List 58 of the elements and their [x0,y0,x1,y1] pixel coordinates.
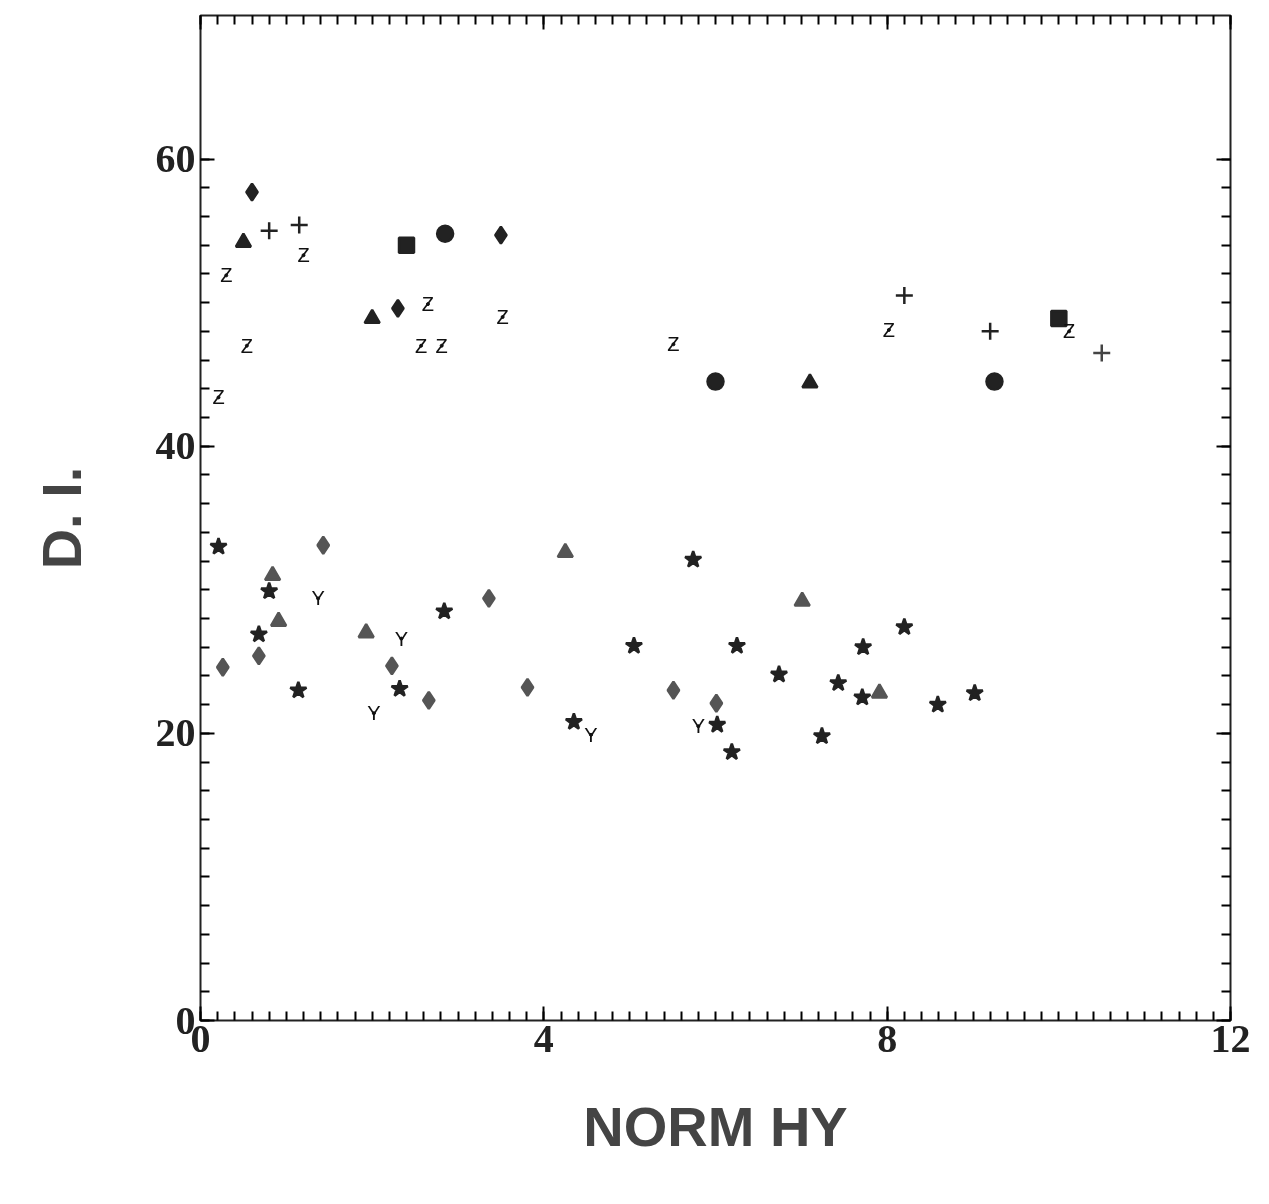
point [564,712,584,730]
point [769,664,789,683]
point [852,687,872,706]
point [722,742,742,761]
point [494,225,508,245]
point [853,637,873,656]
y-tick-label: 60 [155,136,196,182]
point [481,588,496,609]
point [384,656,399,676]
point [666,680,681,701]
x-tick-label: 8 [877,1015,898,1061]
point [259,221,279,241]
point [251,646,266,666]
point [801,373,819,389]
point [249,624,269,643]
point [965,683,985,702]
point [985,372,1004,391]
x-axis-title: NORM HY [583,1094,848,1158]
point [980,321,1000,342]
point [421,690,436,711]
point [683,549,703,568]
point [316,535,331,556]
point [828,673,848,692]
point [397,236,416,254]
point [1092,343,1112,363]
text: Y [394,627,409,650]
point [520,677,535,698]
point [895,617,914,636]
x-tick-label: 12 [1210,1015,1251,1061]
point [706,372,725,391]
point [812,726,832,745]
point [928,694,948,713]
point [245,182,259,202]
point [709,693,724,713]
point [556,542,575,559]
point [624,636,644,654]
y-axis-title: D. I. [29,466,93,570]
point [263,565,282,582]
point [259,581,279,600]
point [363,308,381,325]
point [793,591,811,607]
point [269,611,288,627]
point [435,224,455,243]
point [727,636,747,654]
point [357,622,375,639]
point [894,285,915,306]
point [870,683,889,699]
y-tick-label: 20 [155,710,196,756]
point [209,536,228,555]
x-tick-label: 4 [533,1015,554,1061]
y-tick-label: 40 [155,423,196,469]
point [707,714,727,733]
point [390,679,409,697]
point [434,601,454,620]
point [289,215,309,235]
point [215,657,230,678]
text: Z [212,386,225,409]
point [289,680,308,699]
